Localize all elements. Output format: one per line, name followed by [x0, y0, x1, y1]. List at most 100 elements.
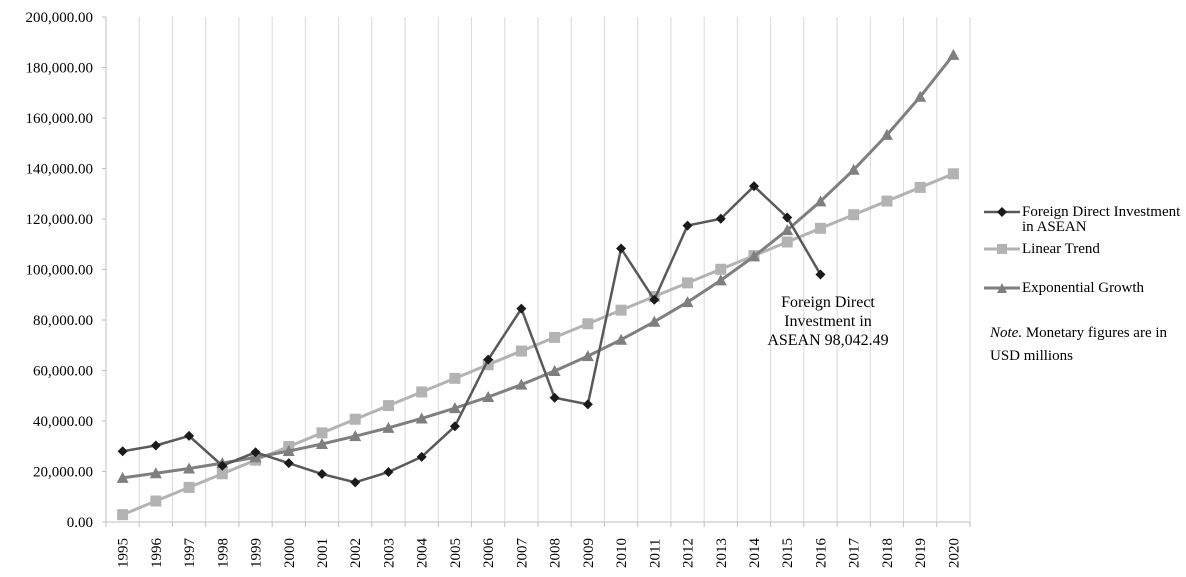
data-point [184, 430, 195, 441]
data-point [748, 250, 760, 262]
legend-item-fdi: Foreign Direct Investment in ASEAN [984, 203, 1184, 241]
x-tick-label: 2017 [847, 538, 863, 569]
data-point [150, 440, 161, 451]
annotation-line-1: Foreign Direct [781, 294, 875, 311]
data-point [682, 220, 693, 231]
data-point [382, 421, 395, 433]
note-label: Note. [990, 325, 1023, 341]
y-tick-label: 80,000.00 [33, 313, 93, 329]
legend-label-linear: Linear Trend [1022, 241, 1100, 257]
data-point [582, 318, 594, 330]
x-tick-label: 2004 [415, 538, 431, 569]
data-point [782, 212, 793, 223]
data-point [581, 350, 594, 362]
data-point [448, 402, 461, 414]
data-point [515, 378, 528, 390]
x-tick-label: 2020 [946, 538, 962, 568]
data-point [781, 236, 793, 248]
legend: Foreign Direct Investment in ASEAN Linea… [984, 203, 1184, 317]
data-point [183, 462, 196, 474]
data-point [416, 386, 428, 398]
x-tick-label: 2007 [514, 538, 530, 569]
x-tick-label: 2013 [714, 538, 730, 568]
legend-label-exponential: Exponential Growth [1022, 280, 1145, 296]
data-point [482, 359, 494, 371]
x-tick-label: 1996 [149, 538, 165, 569]
y-tick-label: 0.00 [67, 515, 93, 531]
x-tick-labels: 1995 1996 1997 1998 1999 2000 2001 2002 2003 2004… [116, 538, 963, 569]
legend-swatch-fdi [984, 207, 1020, 217]
y-tick-label: 120,000.00 [26, 212, 94, 228]
x-tick-label: 2006 [481, 538, 497, 569]
x-tick-label: 1998 [215, 538, 231, 568]
x-tick-label: 2015 [780, 538, 796, 568]
data-point [316, 437, 328, 449]
data-point [349, 430, 362, 442]
data-point [947, 48, 960, 60]
y-tick-label: 200,000.00 [26, 10, 94, 26]
legend-item-linear: Linear Trend [984, 240, 1184, 278]
x-tick-label: 2018 [880, 538, 896, 568]
data-point [250, 447, 261, 458]
legend-swatch-exponential [984, 283, 1020, 293]
data-point [914, 181, 926, 193]
x-tick-label: 2016 [813, 538, 829, 569]
data-point [416, 451, 427, 462]
data-point [615, 333, 628, 345]
data-point [216, 468, 228, 480]
data-point [150, 495, 162, 507]
x-tick-label: 2012 [681, 538, 697, 568]
series-line [122, 184, 822, 484]
data-point [881, 195, 893, 207]
x-tick-label: 2001 [315, 538, 331, 568]
data-point [116, 471, 129, 483]
data-point [549, 331, 561, 343]
data-point [649, 294, 660, 305]
x-tick-label: 2011 [647, 539, 663, 568]
x-tick-label: 1997 [182, 538, 198, 569]
x-tick-label: 2014 [747, 538, 763, 569]
legend-swatch-linear [984, 244, 1020, 254]
data-point [616, 243, 627, 254]
data-point [749, 181, 759, 192]
data-point [682, 277, 694, 289]
data-point [815, 269, 826, 280]
axes [102, 16, 971, 527]
data-point [183, 481, 195, 493]
data-point [350, 477, 361, 488]
data-point [715, 213, 726, 224]
data-point [548, 365, 561, 377]
data-point [449, 421, 460, 432]
series-line [122, 172, 954, 517]
note-text: Monetary figures are in USD millions [990, 325, 1168, 364]
x-tick-label: 1999 [249, 538, 265, 568]
data-point [880, 128, 893, 140]
data-point [282, 445, 295, 457]
x-tick-label: 2000 [282, 538, 298, 568]
data-point [449, 372, 461, 384]
data-point [317, 469, 327, 480]
data-point [316, 427, 328, 439]
series-layer [116, 48, 960, 521]
x-tick-label: 2010 [614, 538, 630, 568]
y-tick-label: 20,000.00 [33, 465, 93, 481]
data-point [781, 224, 794, 236]
data-point [847, 163, 860, 175]
annotation-line-2: Investment in [784, 313, 872, 330]
note: Note. Monetary figures are in USD millio… [990, 322, 1182, 368]
legend-label-fdi: Foreign Direct Investment in ASEAN [1022, 204, 1181, 235]
x-tick-label: 1995 [116, 538, 132, 568]
x-tick-label: 2009 [581, 538, 597, 568]
y-tick-labels: 0.00 20,000.00 40,000.00 60,000.00 80,000.00… [26, 10, 94, 531]
data-point [947, 168, 959, 180]
y-tick-label: 180,000.00 [26, 61, 94, 77]
data-point [382, 400, 394, 412]
data-point [117, 446, 128, 457]
data-point [714, 274, 727, 286]
y-tick-label: 100,000.00 [26, 263, 94, 279]
grid-lines [105, 17, 971, 522]
data-point [516, 303, 527, 314]
data-point [217, 460, 228, 471]
data-point [349, 413, 361, 425]
